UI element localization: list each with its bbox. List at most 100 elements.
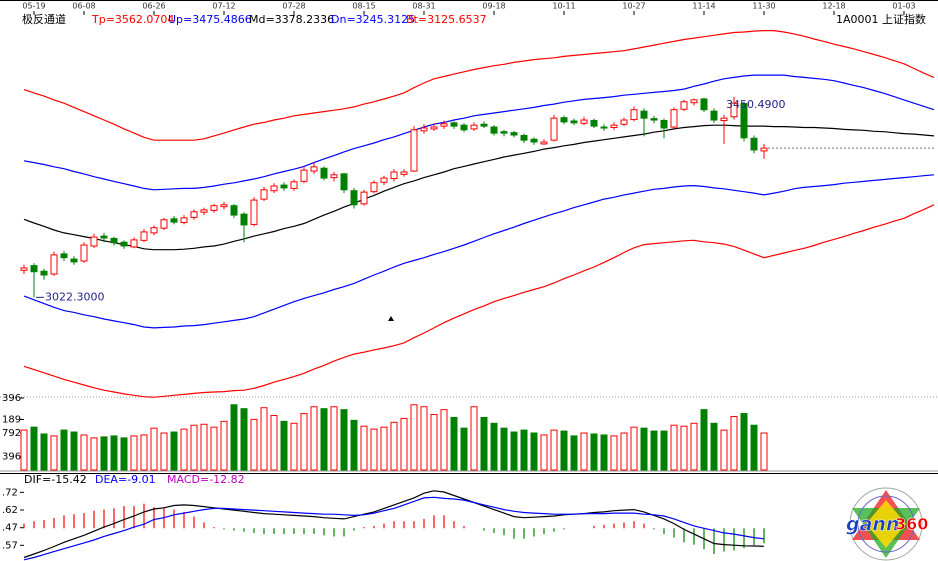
date-label: 07-12 (212, 2, 235, 11)
volume-bar (600, 434, 608, 471)
volume-bar (270, 414, 278, 471)
candle-body (130, 239, 138, 248)
band-line (23, 124, 935, 251)
volume-bar (400, 417, 408, 471)
volume-bar (80, 434, 88, 471)
candle-body (590, 119, 598, 127)
volume-bar (50, 435, 58, 471)
volume-bar (760, 432, 768, 471)
volume-bar (290, 422, 298, 471)
candle-body (40, 270, 48, 276)
candle-body (60, 253, 68, 259)
candle-body (350, 190, 358, 206)
date-label: 01-03 (892, 2, 915, 11)
volume-bar (570, 435, 578, 471)
volume-bar (100, 436, 108, 471)
candle-body (700, 98, 708, 111)
candle-body (300, 169, 308, 182)
volume-bar (610, 435, 618, 471)
volume-bar (640, 427, 648, 471)
candle-body (270, 185, 278, 192)
date-label: 06-26 (142, 2, 165, 11)
volume-bar (150, 427, 158, 471)
y-tick-label: .47 (2, 523, 18, 534)
volume-bar (120, 437, 128, 471)
candle-body (240, 213, 248, 226)
candle-body (630, 109, 638, 121)
candle-body (750, 137, 758, 151)
legend-label: Up=3475.4866 (168, 13, 252, 26)
date-label: 08-31 (412, 2, 435, 11)
macd-line (23, 496, 765, 561)
candle-body (210, 205, 218, 211)
volume-bar (740, 413, 748, 471)
legend-label: DIF=-15.42 (24, 473, 87, 486)
candle-body (220, 204, 228, 208)
volume-bar (680, 425, 688, 471)
symbol: 1A0001 上证指数 (836, 12, 926, 26)
volume-bar (690, 422, 698, 471)
candle-body (460, 124, 468, 131)
logo-brand: gann (846, 514, 899, 536)
candle-body (280, 184, 288, 189)
candle-body (660, 119, 668, 129)
cursor-marker (388, 316, 394, 321)
volume-bar (720, 429, 728, 471)
candle-body (310, 166, 318, 172)
candle-body (80, 244, 88, 262)
volume-bar (380, 426, 388, 471)
date-label: 09-18 (482, 2, 505, 11)
date-label: 11-14 (692, 2, 715, 11)
volume-bar (660, 430, 668, 471)
volume-bar (210, 426, 218, 471)
volume-bar (480, 416, 488, 471)
volume-bar (630, 426, 638, 471)
candle-body (430, 126, 438, 130)
candle-body (730, 102, 738, 118)
volume-bar (300, 413, 308, 471)
volume-bar (330, 406, 338, 471)
volume-bar (310, 406, 318, 471)
volume-bar (510, 431, 518, 471)
volume-bar (450, 416, 458, 471)
candle-body (90, 236, 98, 247)
volume-bar (360, 425, 368, 471)
date-label: 07-28 (282, 2, 305, 11)
volume-bar (430, 414, 438, 471)
volume-bar (260, 407, 268, 471)
volume-bar (170, 431, 178, 471)
candle-body (140, 231, 148, 241)
candle-body (190, 211, 198, 218)
y-tick-label: .72 (2, 487, 18, 498)
volume-bar (750, 424, 758, 471)
volume-bar (520, 429, 528, 471)
candle-body (740, 103, 748, 139)
candle-body (490, 126, 498, 134)
candle-body (340, 173, 348, 191)
volume-bar (620, 432, 628, 471)
volume-bar (700, 409, 708, 471)
logo: gann 360 (846, 487, 929, 561)
volume-bar (710, 422, 718, 471)
logo-ring (857, 495, 915, 553)
date-label: 10-27 (622, 2, 645, 11)
candle-body (380, 177, 388, 183)
volume-bar (40, 433, 48, 471)
candle-body (360, 191, 368, 205)
candle-body (680, 101, 688, 110)
volume-bar (470, 406, 478, 471)
volume-bar (590, 433, 598, 471)
volume-bar (200, 423, 208, 471)
candle-body (170, 218, 178, 223)
volume-bar (730, 415, 738, 471)
band-line (23, 204, 935, 398)
band-line (23, 174, 935, 329)
volume-bar (190, 424, 198, 471)
volume-bar (560, 430, 568, 471)
y-tick-label: 189 (2, 414, 21, 425)
candle-body (320, 167, 328, 179)
candle-body (120, 241, 128, 247)
candle-body (760, 147, 768, 152)
